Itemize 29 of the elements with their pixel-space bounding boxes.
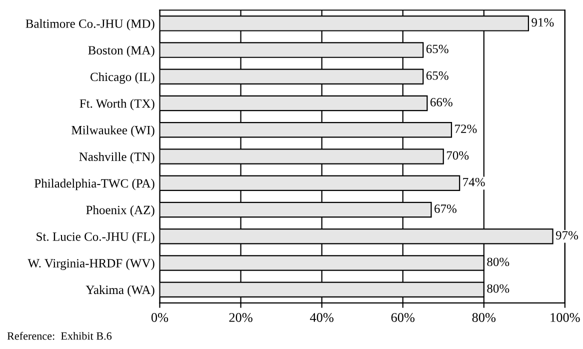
x-tick-label: 0%	[151, 313, 168, 322]
data-label: 66%	[430, 98, 452, 106]
x-tick-label: 40%	[310, 313, 334, 322]
y-tick-label: W. Virginia-HRDF (WV)	[28, 258, 154, 270]
x-tick-label: 80%	[472, 313, 496, 322]
y-tick-label: Milwaukee (WI)	[72, 126, 154, 137]
data-label: 80%	[487, 284, 510, 293]
y-tick-label: St. Lucie Co.-JHU (FL)	[36, 232, 154, 244]
y-tick-label: Phoenix (AZ)	[86, 205, 154, 217]
data-label: 65%	[426, 44, 448, 54]
text: Reference: Exhibit B.6	[7, 332, 112, 340]
x-tick-label: 100%	[550, 313, 580, 322]
y-tick-label: Boston (MA)	[88, 46, 154, 58]
y-tick-label: Ft. Worth (TX)	[80, 98, 154, 110]
data-label: 80%	[487, 258, 510, 266]
y-tick-label: Nashville (TN)	[79, 152, 154, 164]
data-label: 67%	[434, 204, 456, 213]
y-tick-label: Baltimore Co.-JHU (MD)	[26, 19, 154, 30]
data-label: 74%	[463, 178, 485, 186]
y-tick-label: Chicago (IL)	[90, 72, 154, 84]
data-label: 70%	[446, 151, 469, 160]
data-label: 72%	[455, 124, 477, 134]
data-label: 97%	[556, 231, 578, 240]
y-tick-label: Philadelphia-TWC (PA)	[34, 178, 154, 190]
x-tick-label: 20%	[229, 313, 252, 322]
data-label: 65%	[426, 71, 448, 80]
y-tick-label: Yakima (WA)	[86, 285, 154, 297]
data-label: 91%	[532, 18, 554, 27]
x-tick-label: 60%	[391, 313, 414, 322]
